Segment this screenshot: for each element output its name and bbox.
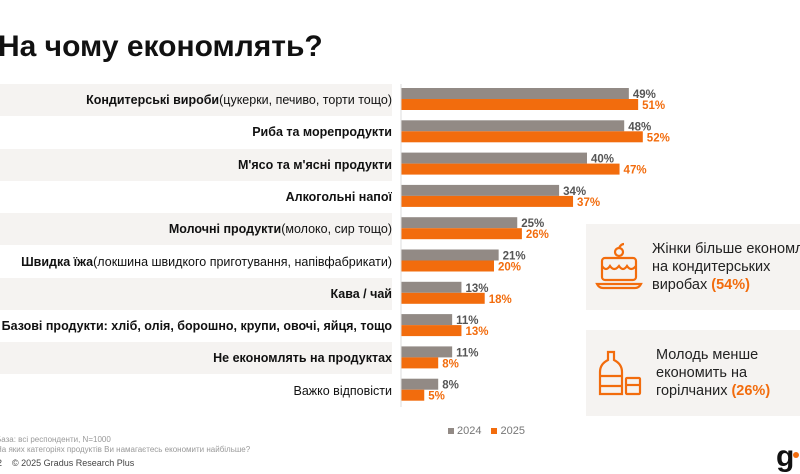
data-label-2025: 51% (642, 100, 665, 112)
data-label-2025: 8% (442, 358, 459, 370)
data-label-2025: 20% (498, 262, 521, 274)
bar-2025 (401, 131, 643, 143)
data-label-2025: 18% (489, 294, 512, 306)
gradus-logo: g (776, 440, 799, 474)
bar-2025 (401, 325, 462, 337)
bar-2025 (401, 228, 522, 240)
bar-2025 (401, 357, 439, 369)
bar-2025 (401, 292, 485, 304)
data-label-2024: 11% (456, 347, 478, 359)
category-label: Молочні продукти (молоко, сир тощо) (0, 213, 392, 246)
bar-2025 (401, 389, 425, 401)
bar-2024 (401, 346, 453, 358)
bar-2024 (401, 314, 453, 326)
footer: 2 © 2025 Gradus Research Plus (0, 458, 135, 468)
data-label-2024: 34% (563, 186, 586, 198)
page-title: На чому економлять? (0, 30, 323, 63)
bar-2024 (401, 378, 439, 390)
data-label-2024: 25% (521, 218, 544, 230)
data-label-2025: 52% (647, 132, 670, 144)
data-label-2024: 8% (442, 380, 459, 392)
data-label-2024: 49% (633, 89, 656, 101)
bar-2024 (401, 281, 462, 293)
bar-2025 (401, 99, 639, 110)
bottle-glass-icon (594, 348, 648, 398)
bar-2025 (401, 163, 620, 175)
data-label-2024: 11% (456, 315, 478, 327)
cake-icon (594, 242, 644, 292)
category-label: М'ясо та м'ясні продукти (0, 148, 392, 181)
legend: 2024 2025 (448, 425, 525, 437)
legend-item-2024: 2024 (448, 425, 481, 437)
category-label: Кава / чай (0, 277, 392, 310)
data-label-2025: 13% (465, 326, 488, 338)
category-label: Кондитерські вироби (цукерки, печиво, то… (0, 84, 392, 116)
data-label-2025: 26% (526, 229, 549, 241)
bar-2024 (401, 217, 518, 229)
callout-women: Жінки більше економлять на кондитерських… (586, 224, 800, 310)
category-label: Швидка їжа (локшина швидкого приготуванн… (21, 254, 392, 269)
data-label-2025: 47% (624, 165, 647, 177)
data-label-2024: 13% (465, 283, 488, 295)
category-label: Риба та морепродукти (252, 125, 392, 140)
bar-2024 (401, 88, 629, 99)
data-label-2025: 5% (428, 391, 445, 403)
category-label: Алкогольні напої (285, 189, 392, 204)
category-label: Базові продукти: хліб, олія, борошно, кр… (1, 319, 392, 334)
category-label: Не економлять на продуктах (0, 342, 392, 375)
legend-item-2025: 2025 (491, 425, 525, 437)
data-label-2025: 37% (577, 197, 600, 209)
callout-youth: Молодь менше економить на горілчаних (26… (586, 330, 800, 416)
data-label-2024: 40% (591, 154, 614, 166)
data-label-2024: 21% (503, 251, 526, 263)
bar-2024 (401, 120, 625, 132)
data-label-2024: 48% (628, 121, 651, 133)
bar-2024 (401, 152, 587, 164)
footnote-question: На яких категоріях продуктів Ви намагаєт… (0, 445, 251, 454)
bar-2025 (401, 260, 494, 272)
bar-2024 (401, 184, 560, 196)
footnote-base: База: всі респонденти, N=1000 (0, 435, 111, 444)
bar-2024 (401, 249, 499, 261)
bar-2025 (401, 195, 574, 207)
category-label: Важко відповісти (293, 383, 393, 398)
